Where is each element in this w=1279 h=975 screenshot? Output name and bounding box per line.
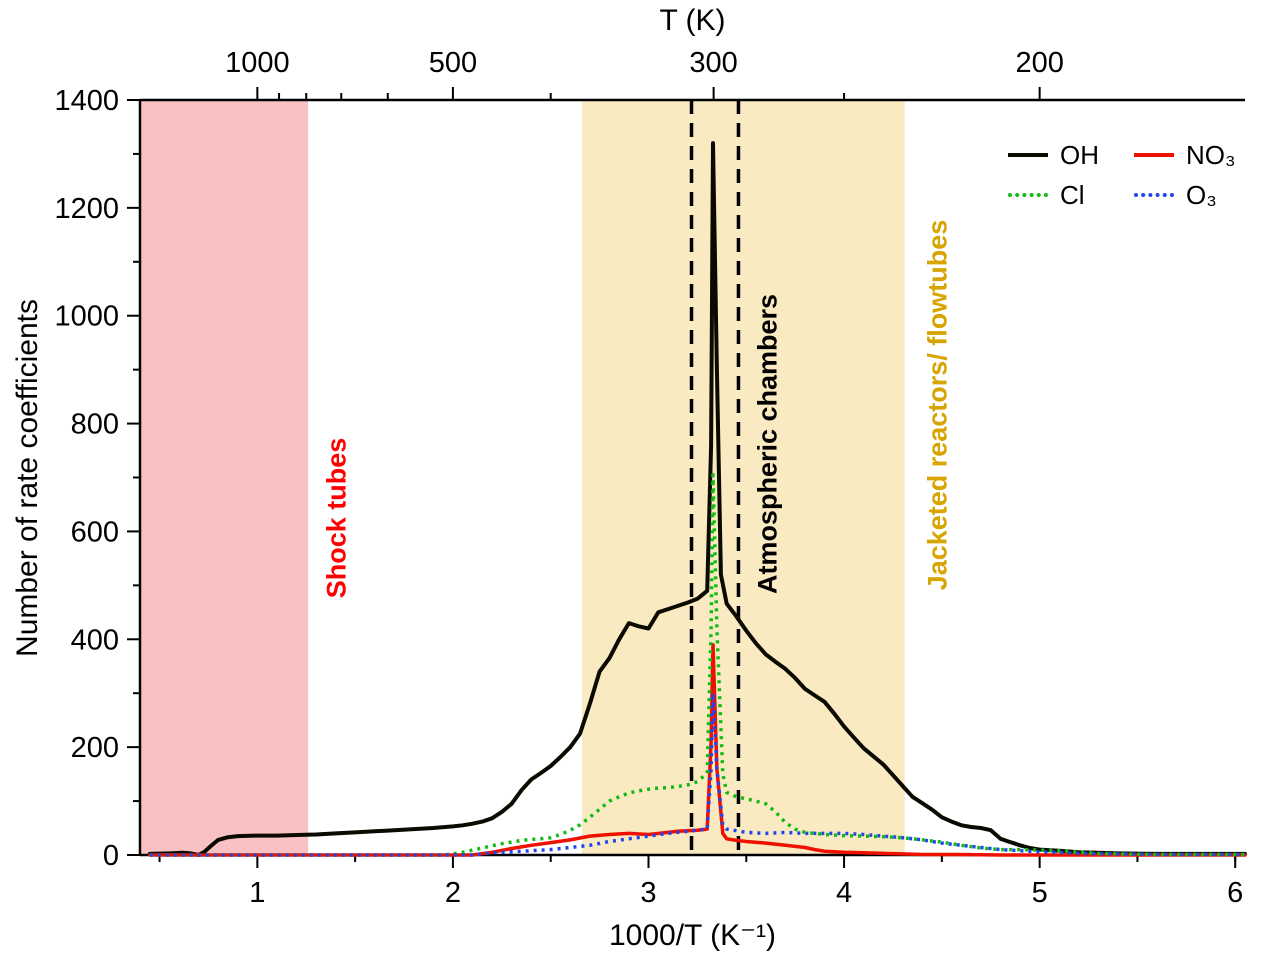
legend-label-no3: NO₃ [1186,140,1236,170]
legend-line-oh [1008,153,1048,157]
x-axis-title: 1000/T (K⁻¹) [608,919,776,952]
legend-label-o3: O₃ [1186,180,1217,210]
y-tick-label: 600 [71,516,119,548]
legend-label-oh: OH [1060,140,1099,170]
top-axis-title: T (K) [659,4,726,37]
top-tick-label: 1000 [225,47,290,79]
series-NO₃-line [148,642,1247,857]
top-tick-label: 500 [429,47,477,79]
ticks [127,87,1237,868]
x-tick-label: 4 [836,877,852,909]
legend-label-cl: Cl [1060,180,1085,210]
annotation-shock-tubes: Shock tubes [321,437,352,599]
top-tick-label: 300 [689,47,737,79]
legend-line-cl [1008,193,1048,197]
series-O₃-line [149,691,1245,857]
x-tick-label: 1 [249,877,265,909]
shock-tubes-region [140,100,309,855]
x-tick-label: 5 [1032,877,1048,909]
top-tick-label: 200 [1015,47,1063,79]
series-OH-line [147,141,1247,857]
y-tick-label: 1000 [54,301,119,333]
y-tick-label: 1200 [54,193,119,225]
legend-line-o3 [1134,193,1174,197]
annotation-jacketed-reactors: Jacketed reactors/ flowtubes [922,219,953,591]
x-tick-label: 3 [640,877,656,909]
annotation-atmospheric-chambers: Atmospheric chambers [752,293,783,595]
y-tick-label: 400 [71,624,119,656]
series-Cl-line [149,473,1245,857]
legend: OH NO₃ Cl O₃ [1008,142,1250,208]
y-tick-label: 800 [71,409,119,441]
y-tick-label: 200 [71,732,119,764]
x-tick-label: 6 [1227,877,1243,909]
y-axis-title: Number of rate coefficients [11,299,44,657]
y-tick-label: 0 [103,840,119,872]
y-tick-label: 1400 [54,85,119,117]
jacketed-reactors-region [582,100,905,855]
x-tick-label: 2 [445,877,461,909]
legend-line-no3 [1134,153,1174,157]
